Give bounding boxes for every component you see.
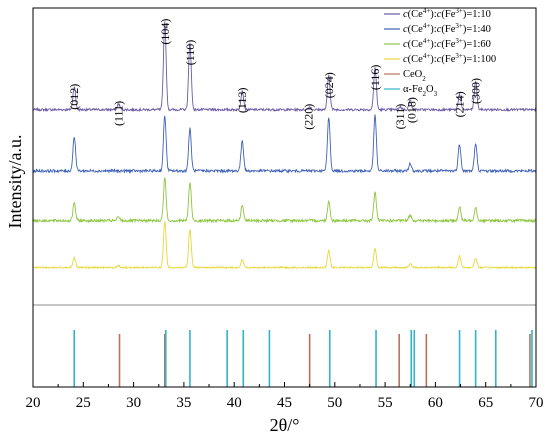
x-tick-label: 55 <box>378 395 393 411</box>
legend-label-2: c(Ce4+):c(Fe3+)=1:40 <box>403 22 491 35</box>
legend-label-ceo2: CeO2 <box>403 69 426 83</box>
peak-label: (104) <box>158 19 172 45</box>
x-tick-label: 65 <box>478 395 493 411</box>
peak-label: (024) <box>322 72 336 98</box>
y-axis-label: Intensity/a.u. <box>5 135 25 229</box>
x-tick-label: 70 <box>529 395 544 411</box>
peak-label: (111) <box>112 101 126 126</box>
peak-annotations-layer: (012) (111) (104) (110) (113) (220) (024) (116)… <box>67 19 482 130</box>
x-axis-label: 2θ/° <box>270 415 300 435</box>
legend: c(Ce4+):c(Fe3+)=1:10 c(Ce4+):c(Fe3+)=1:40… <box>384 7 496 98</box>
series-line-2 <box>32 114 537 175</box>
peak-label: (018) <box>404 97 418 123</box>
series-layer <box>32 21 537 270</box>
legend-label-3: c(Ce4+):c(Fe3+)=1:60 <box>403 37 491 50</box>
x-tick-label: 20 <box>26 395 41 411</box>
reference-lines-layer <box>73 330 533 387</box>
x-tick-label: 45 <box>277 395 292 411</box>
peak-label: (214) <box>453 91 467 117</box>
series-line-4 <box>32 221 537 270</box>
peak-label: (220) <box>302 104 316 130</box>
peak-label: (311) <box>393 104 407 130</box>
peak-label: (300) <box>469 78 483 104</box>
legend-label-4: c(Ce4+):c(Fe3+)=1:100 <box>403 52 496 65</box>
x-tick-label: 60 <box>428 395 443 411</box>
peak-label: (012) <box>67 84 81 110</box>
peak-label: (116) <box>368 65 382 91</box>
x-tick-label: 35 <box>176 395 191 411</box>
series-line-1 <box>32 21 537 113</box>
series-line-3 <box>32 177 537 224</box>
x-tick-label: 40 <box>227 395 242 411</box>
x-tick-label: 25 <box>76 395 91 411</box>
x-tick-label: 50 <box>327 395 342 411</box>
legend-label-1: c(Ce4+):c(Fe3+)=1:10 <box>403 7 491 20</box>
x-tick-label: 30 <box>126 395 141 411</box>
x-axis-ticks: 20 25 30 35 40 45 50 55 60 65 70 <box>26 382 544 411</box>
plot-frame <box>32 7 537 388</box>
peak-label: (110) <box>183 40 197 66</box>
peak-label: (113) <box>235 88 249 114</box>
legend-label-fe2o3: α-Fe2O3 <box>403 84 438 98</box>
